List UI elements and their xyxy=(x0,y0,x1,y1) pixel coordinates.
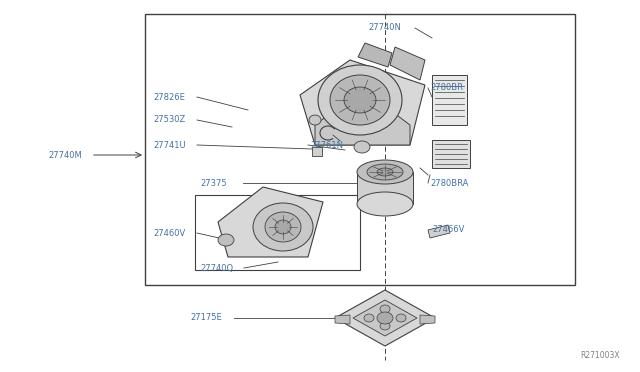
Ellipse shape xyxy=(344,87,376,113)
Text: 27740N: 27740N xyxy=(368,23,401,32)
Text: 27530Z: 27530Z xyxy=(153,115,185,125)
Bar xyxy=(357,172,413,204)
Polygon shape xyxy=(335,315,350,324)
Polygon shape xyxy=(315,110,410,145)
Bar xyxy=(195,195,360,270)
Ellipse shape xyxy=(380,305,390,313)
Polygon shape xyxy=(353,300,417,336)
Ellipse shape xyxy=(380,322,390,330)
Ellipse shape xyxy=(253,203,313,251)
Ellipse shape xyxy=(309,115,321,125)
Text: 27175E: 27175E xyxy=(190,314,221,323)
Ellipse shape xyxy=(275,220,291,234)
Ellipse shape xyxy=(318,65,402,135)
Ellipse shape xyxy=(357,192,413,216)
Text: R271003X: R271003X xyxy=(580,351,620,360)
Polygon shape xyxy=(358,43,392,67)
Ellipse shape xyxy=(377,168,393,176)
Bar xyxy=(432,75,467,125)
Ellipse shape xyxy=(357,160,413,184)
Text: 27826E: 27826E xyxy=(153,93,185,102)
Ellipse shape xyxy=(396,314,406,322)
Text: 2780BR: 2780BR xyxy=(430,83,463,93)
Ellipse shape xyxy=(354,141,370,153)
Bar xyxy=(312,147,322,156)
Text: 27740M: 27740M xyxy=(48,151,82,160)
Ellipse shape xyxy=(330,75,390,125)
Polygon shape xyxy=(420,315,435,324)
Ellipse shape xyxy=(218,234,234,246)
Text: 27761N: 27761N xyxy=(310,141,343,150)
Text: 27375: 27375 xyxy=(200,179,227,187)
Ellipse shape xyxy=(377,312,393,324)
Text: 27740Q: 27740Q xyxy=(200,263,233,273)
Text: 27741U: 27741U xyxy=(153,141,186,150)
Polygon shape xyxy=(428,225,450,238)
Text: 2780BRA: 2780BRA xyxy=(430,179,468,187)
Text: 27460V: 27460V xyxy=(153,228,185,237)
Ellipse shape xyxy=(364,314,374,322)
Ellipse shape xyxy=(367,164,403,180)
Bar xyxy=(145,14,575,285)
Polygon shape xyxy=(300,60,425,145)
Polygon shape xyxy=(218,187,323,257)
Polygon shape xyxy=(390,47,425,80)
Text: 27466V: 27466V xyxy=(432,225,465,234)
Bar xyxy=(432,140,470,168)
Ellipse shape xyxy=(265,212,301,242)
Polygon shape xyxy=(335,290,435,346)
